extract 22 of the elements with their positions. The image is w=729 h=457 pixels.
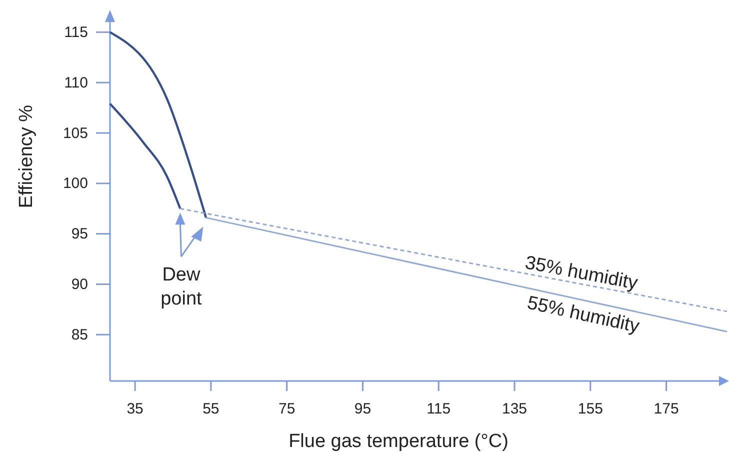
x-tick-label: 115 <box>426 400 451 418</box>
x-tick-label: 155 <box>578 400 603 418</box>
line-series <box>108 102 182 210</box>
x-tick-label: 175 <box>654 400 679 418</box>
x-axis-title: Flue gas temperature (°C) <box>288 431 508 452</box>
text: 35% humidity <box>523 252 640 294</box>
y-tick-label: 85 <box>71 326 88 344</box>
annotation: Dew point <box>160 264 203 310</box>
x-tick-label: 135 <box>502 400 528 418</box>
y-tick-label: 105 <box>62 124 88 142</box>
x-tick-label: 55 <box>202 400 220 418</box>
y-axis-title: Efficiency % <box>16 104 37 208</box>
x-tick-label: 35 <box>126 400 144 418</box>
y-tick-label: 115 <box>64 24 88 41</box>
y-tick-label: 95 <box>71 226 88 243</box>
y-tick-label: 90 <box>71 276 88 294</box>
text: 55% humidity <box>525 292 642 338</box>
y-tick-label: 110 <box>64 74 88 92</box>
y-tick-label: 100 <box>62 175 88 192</box>
x-tick-label: 95 <box>354 400 372 418</box>
x-tick-label: 75 <box>278 400 296 418</box>
line-series <box>108 31 208 219</box>
